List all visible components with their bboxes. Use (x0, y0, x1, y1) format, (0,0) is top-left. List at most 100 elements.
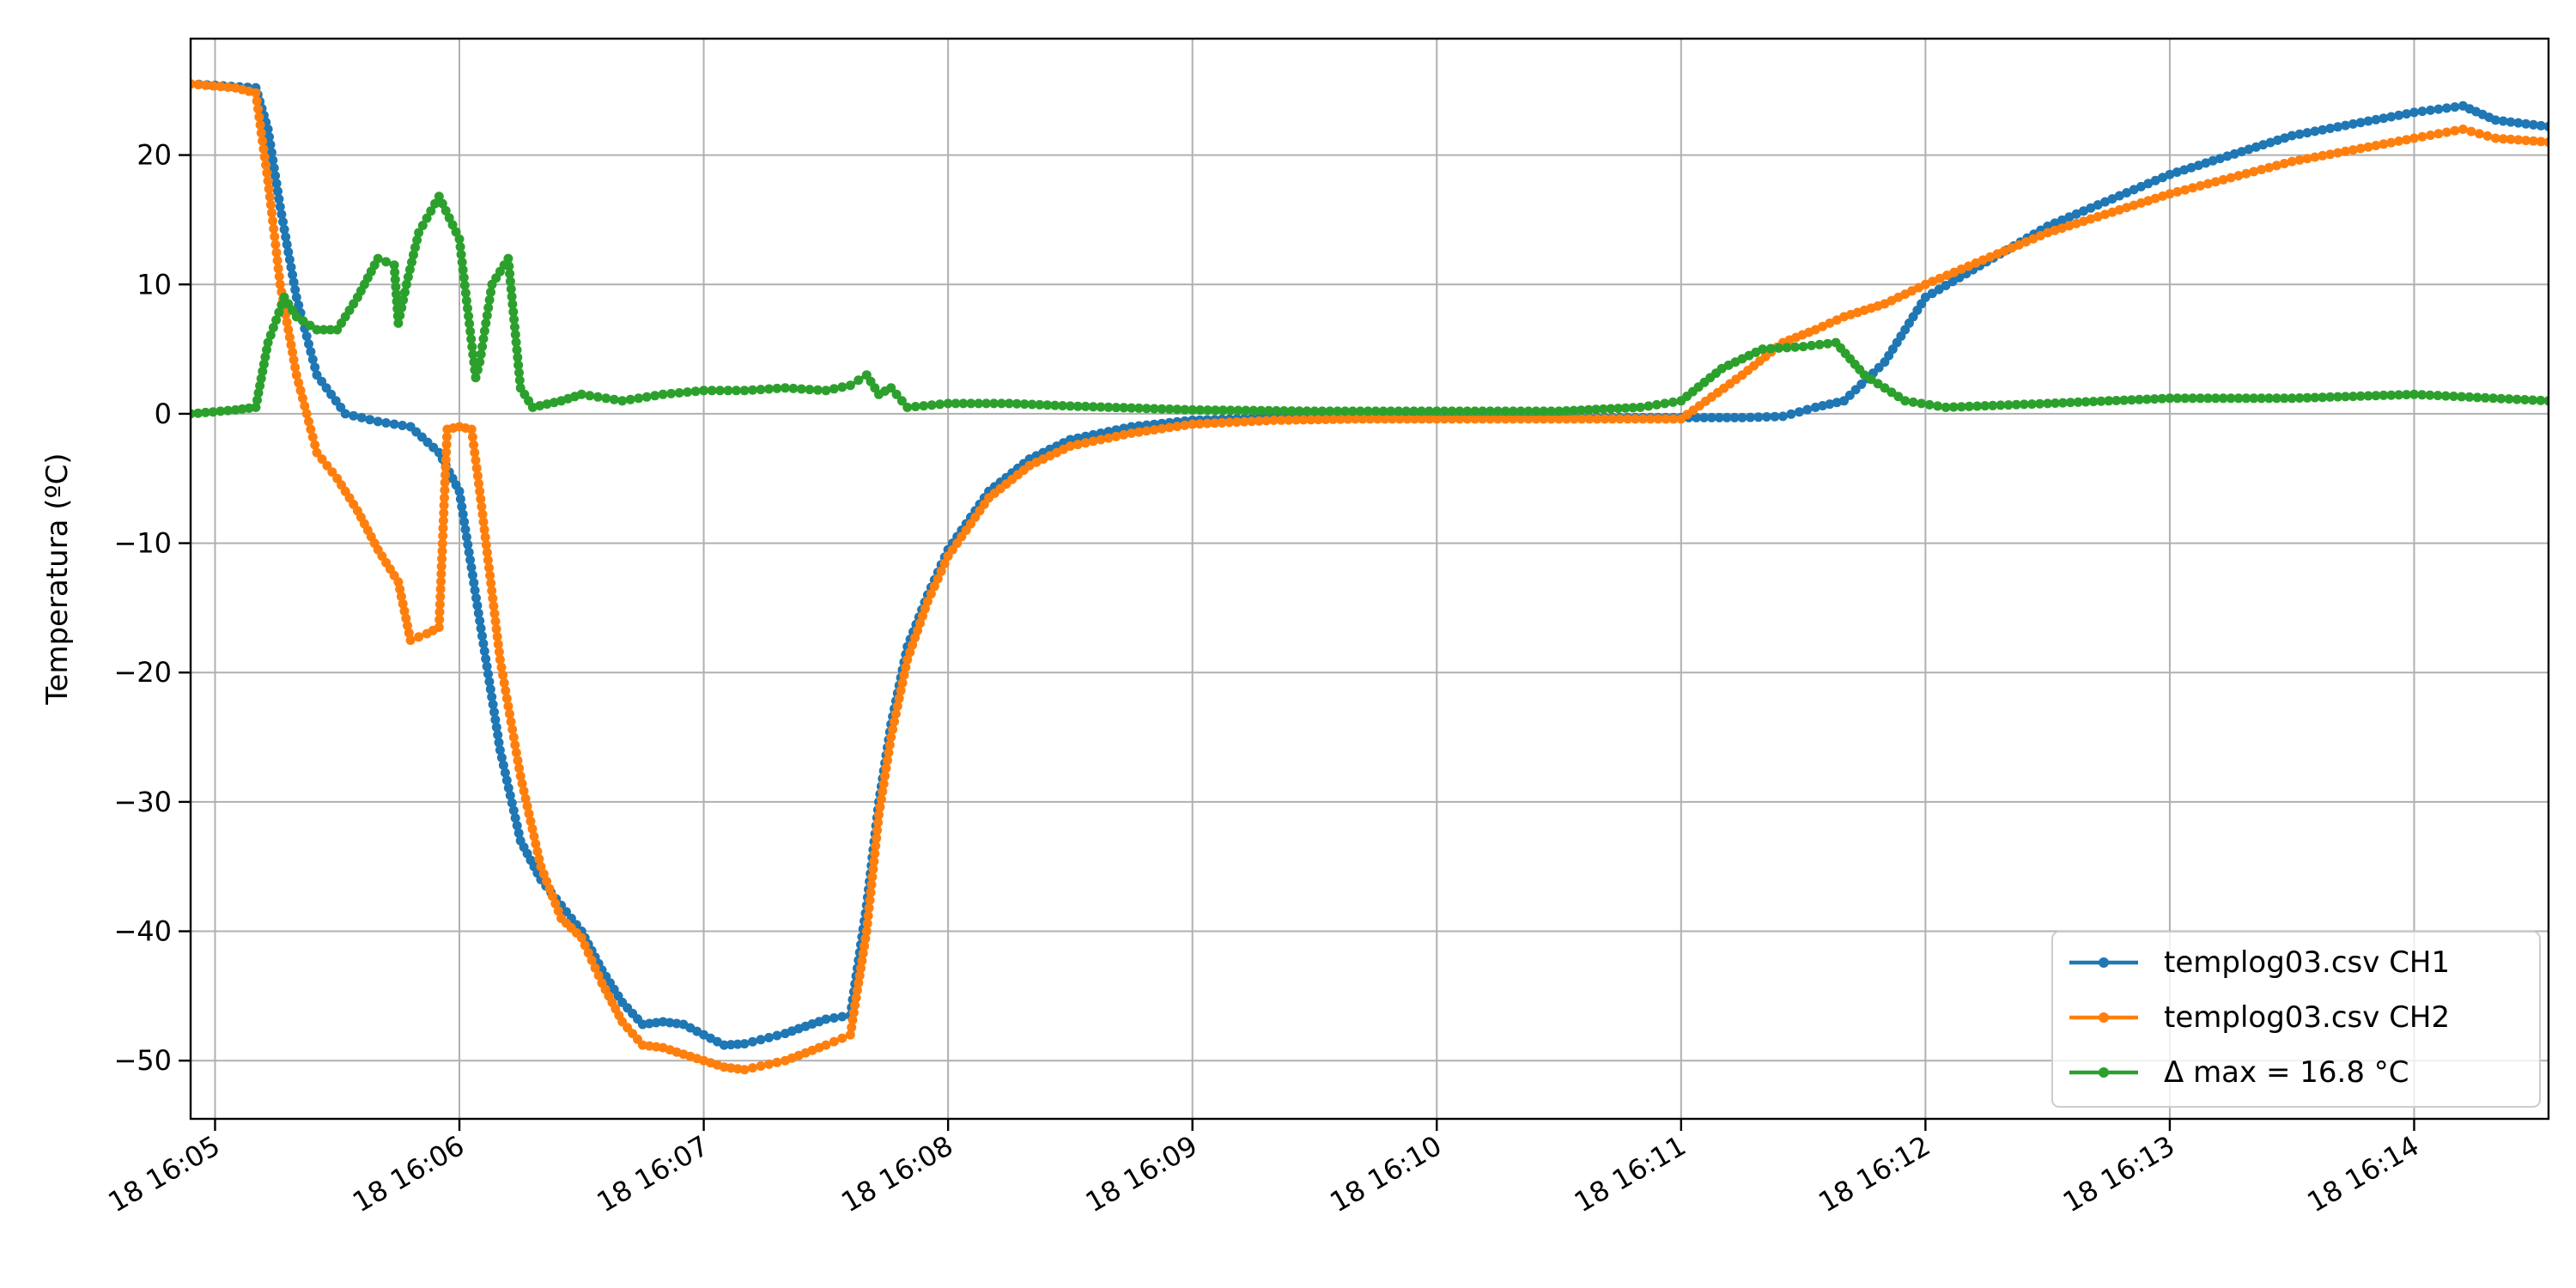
data-point (459, 517, 470, 527)
data-point (482, 661, 492, 671)
data-point (269, 223, 279, 234)
data-point (322, 460, 332, 471)
data-point (401, 279, 411, 289)
data-point (479, 525, 489, 535)
data-point (996, 398, 1006, 409)
data-point (422, 213, 432, 223)
data-point (414, 632, 424, 642)
data-point (562, 907, 571, 917)
data-point (1531, 414, 1541, 424)
data-point (1119, 429, 1129, 440)
data-point (2201, 158, 2211, 168)
data-point (373, 416, 383, 427)
data-point (896, 685, 906, 696)
data-point (896, 396, 907, 406)
data-point (1394, 414, 1405, 424)
data-point (2057, 215, 2067, 225)
data-point (1358, 414, 1368, 424)
data-point (470, 586, 480, 595)
data-point (1668, 414, 1679, 424)
data-point (739, 386, 750, 396)
data-point (1111, 431, 1121, 441)
data-point (258, 136, 268, 146)
data-point (479, 326, 489, 336)
data-point (508, 732, 519, 743)
data-point (505, 276, 515, 287)
data-point (2057, 223, 2067, 234)
data-point (2528, 136, 2538, 146)
data-point (1880, 383, 1890, 393)
data-point (1980, 401, 1990, 411)
data-point (2093, 200, 2103, 210)
data-point (478, 334, 489, 343)
data-point (1386, 406, 1396, 416)
data-point (1335, 414, 1346, 424)
data-point (2425, 390, 2435, 400)
data-point (511, 748, 521, 758)
data-point (405, 635, 416, 646)
data-point (463, 303, 472, 313)
data-point (307, 432, 318, 442)
data-point (252, 395, 262, 405)
data-point (2134, 394, 2144, 404)
data-point (256, 128, 266, 138)
data-point (875, 802, 885, 812)
data-point (1217, 417, 1227, 428)
data-point (440, 493, 449, 503)
data-point (436, 562, 447, 572)
data-point (922, 596, 933, 606)
data-point (2355, 118, 2366, 128)
data-point (1149, 404, 1159, 414)
data-point (2394, 110, 2404, 120)
data-point (2302, 154, 2312, 164)
data-point (732, 386, 741, 396)
data-point (268, 216, 278, 226)
data-point (1825, 399, 1835, 410)
data-point (259, 152, 270, 162)
data-point (193, 80, 204, 89)
data-point (848, 1007, 859, 1018)
data-point (503, 701, 513, 711)
data-point (2521, 118, 2531, 129)
data-point (510, 322, 519, 332)
data-point (486, 578, 496, 588)
data-point (2363, 391, 2373, 401)
data-point (398, 295, 409, 305)
data-point (490, 714, 501, 725)
data-point (439, 501, 449, 511)
data-point (1942, 270, 1952, 281)
data-point (294, 378, 304, 388)
data-point (522, 801, 532, 811)
y-tick-label: −20 (113, 656, 172, 689)
data-point (253, 388, 264, 398)
data-point (483, 669, 493, 679)
data-point (1661, 414, 1671, 424)
data-point (2043, 398, 2053, 409)
data-point (2371, 141, 2381, 150)
data-point (2035, 398, 2044, 409)
data-point (829, 1036, 839, 1047)
data-point (1455, 406, 1465, 416)
data-point (494, 738, 504, 748)
data-point (2409, 107, 2419, 118)
data-point (484, 677, 495, 687)
data-point (393, 577, 404, 587)
data-point (1365, 414, 1376, 424)
data-point (878, 779, 889, 789)
data-point (927, 400, 937, 410)
data-point (850, 1000, 860, 1011)
data-point (1790, 342, 1801, 352)
data-point (2536, 395, 2546, 405)
data-point (583, 948, 593, 958)
data-point (477, 342, 488, 352)
data-point (1088, 436, 1098, 447)
legend-swatch-marker (2099, 1012, 2109, 1023)
data-point (1600, 414, 1610, 424)
data-point (2193, 161, 2203, 171)
data-point (269, 163, 279, 173)
data-point (723, 386, 733, 396)
data-point (2348, 118, 2358, 129)
data-point (2294, 155, 2305, 165)
legend-item: templog03.csv CH1 (2069, 945, 2450, 980)
data-point (891, 389, 902, 399)
